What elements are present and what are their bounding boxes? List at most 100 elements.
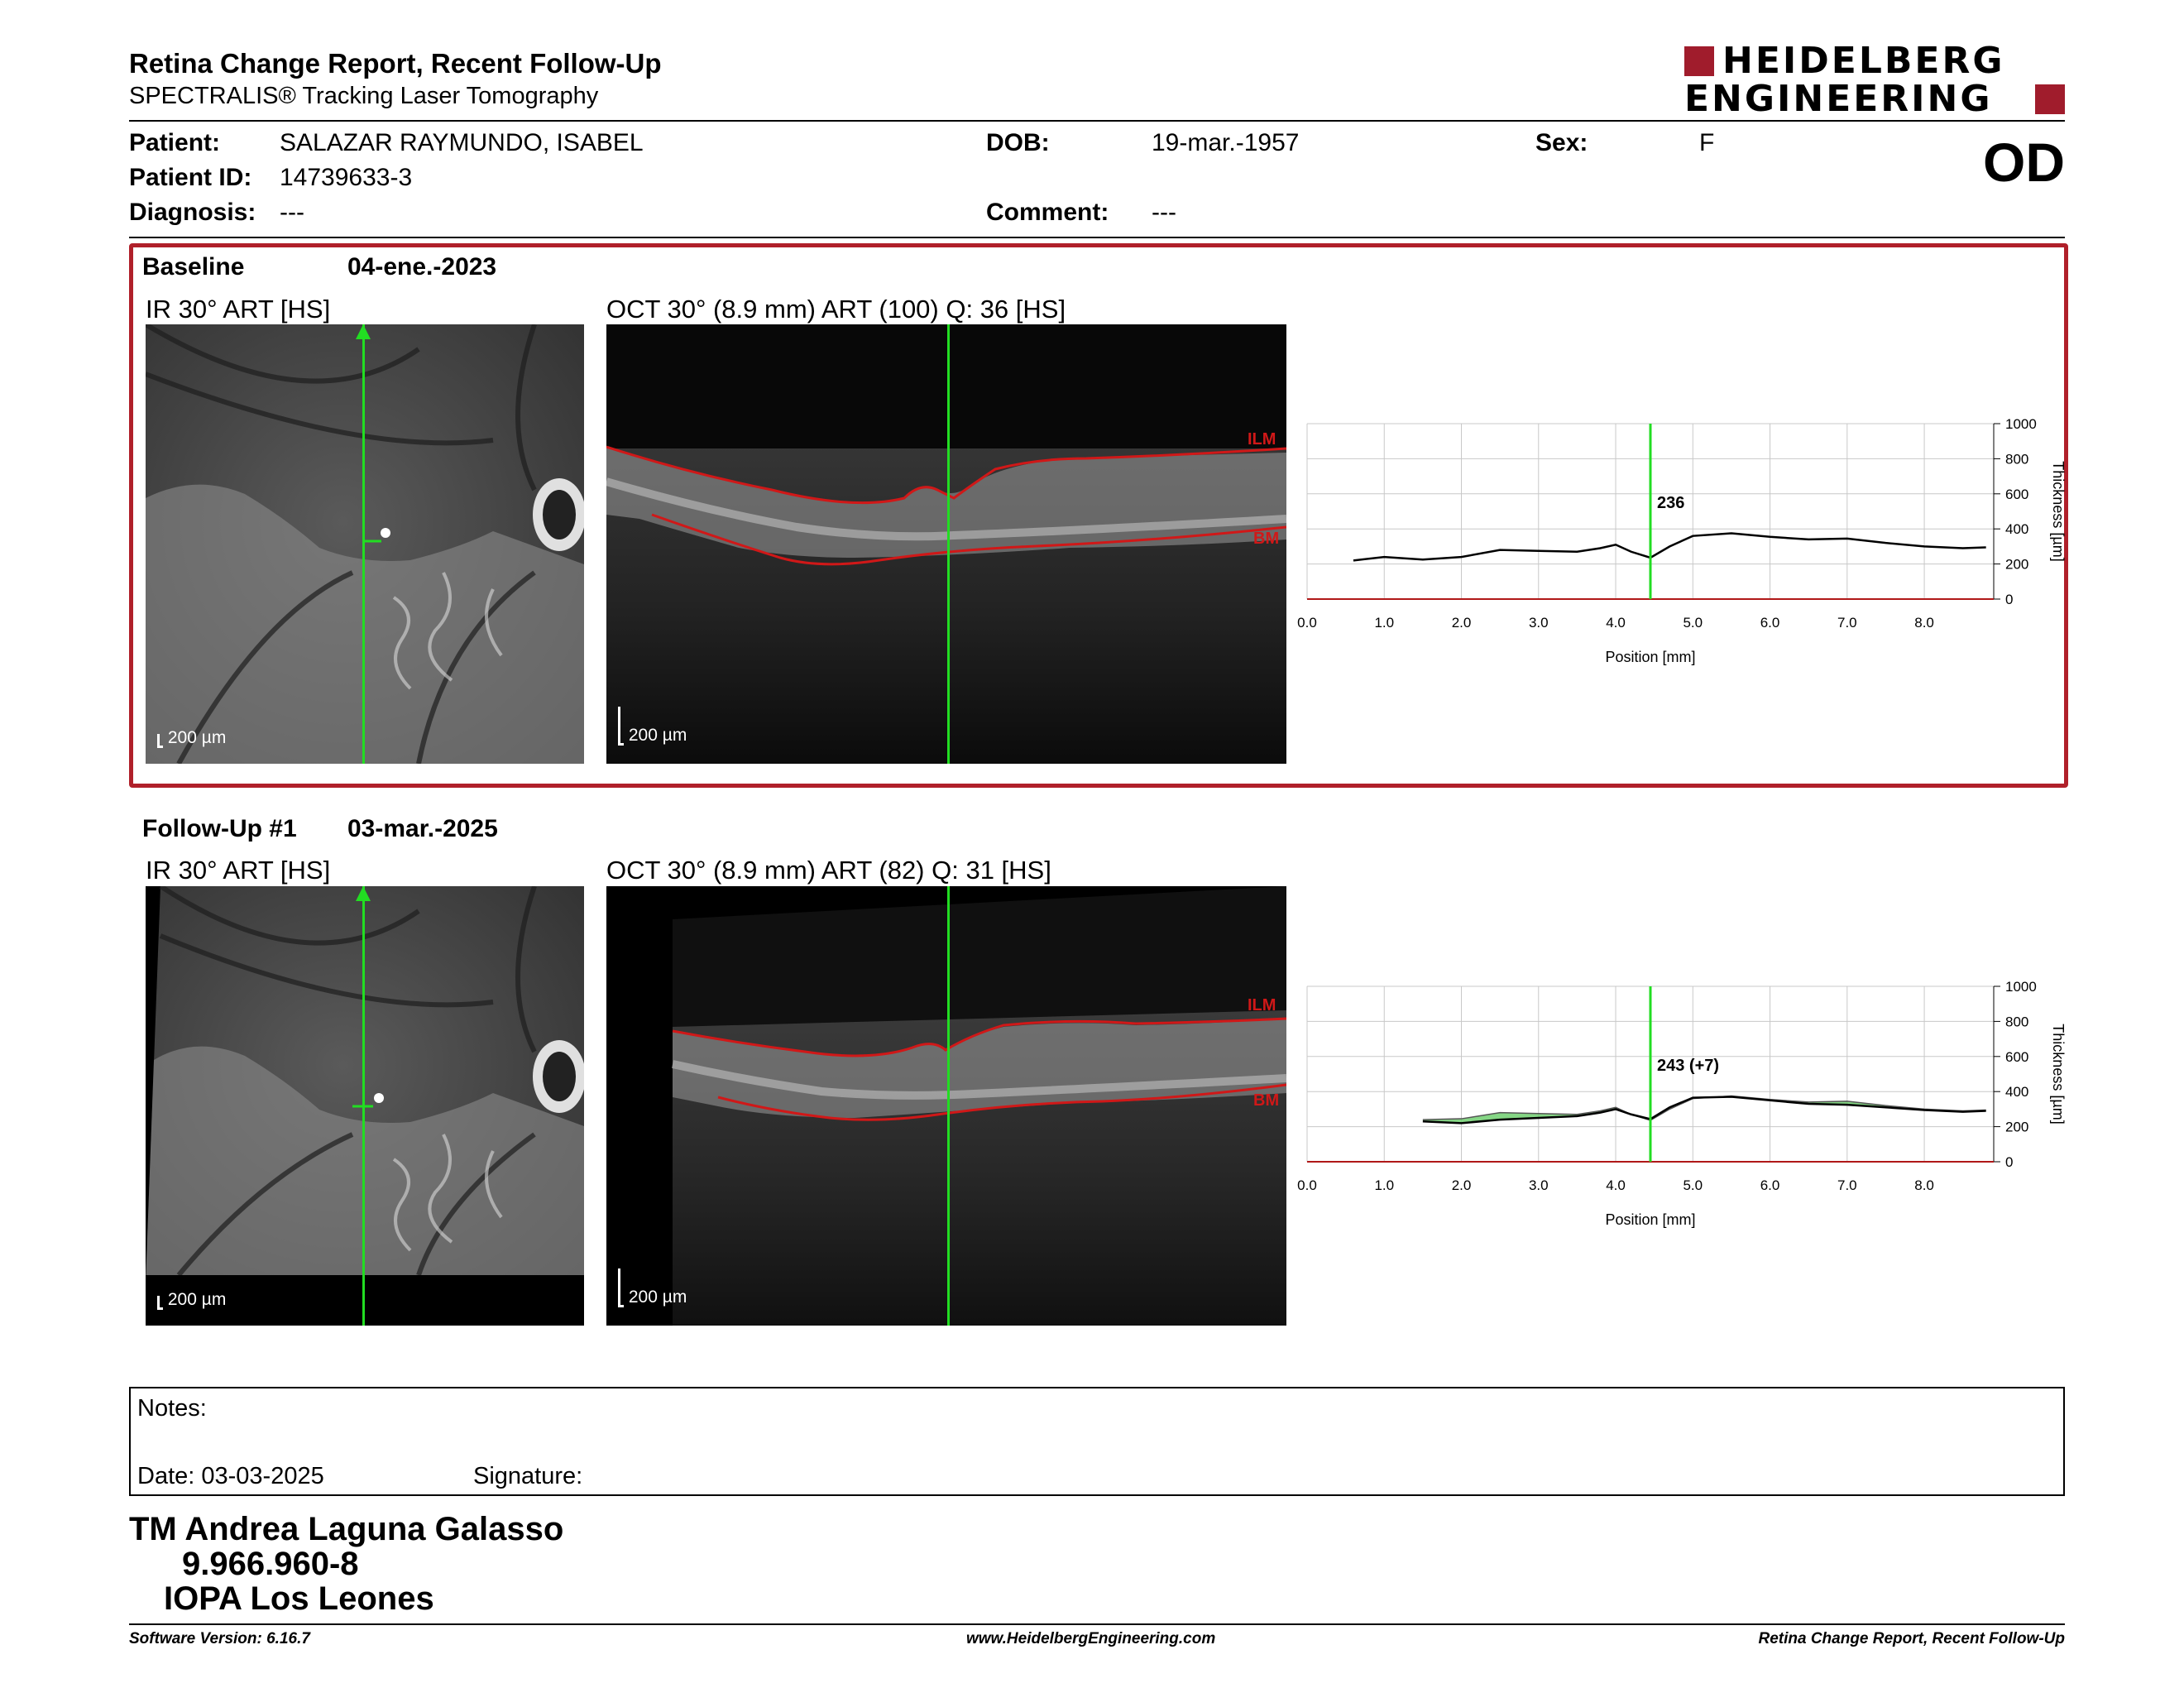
x-tick-label: 4.0 — [1606, 1177, 1626, 1193]
footer-website[interactable]: www.HeidelbergEngineering.com — [966, 1630, 1216, 1647]
x-tick-label: 7.0 — [1837, 615, 1857, 631]
arrow-up-icon — [356, 886, 371, 901]
report-subtitle: SPECTRALIS® Tracking Laser Tomography — [129, 83, 599, 109]
baseline-ir-image[interactable]: 200 µm — [146, 324, 584, 764]
operator-name: TM Andrea Laguna Galasso — [129, 1511, 564, 1547]
footer-report: Retina Change Report, Recent Follow-Up — [1758, 1630, 2065, 1647]
y-tick-label: 0 — [2005, 592, 2013, 607]
baseline-oct-marker-line[interactable] — [947, 324, 950, 764]
x-tick-label: 2.0 — [1452, 615, 1472, 631]
baseline-ir-scalebar: 200 µm — [157, 728, 226, 748]
thickness-series-line — [1353, 532, 1986, 562]
x-axis-label: Position [mm] — [1605, 649, 1695, 665]
followup-oct-scalebar: 200 µm — [618, 1268, 687, 1307]
followup-oct-title: OCT 30° (8.9 mm) ART (82) Q: 31 [HS] — [606, 856, 1051, 885]
followup-ir-image[interactable]: 200 µm — [146, 886, 584, 1326]
y-tick-label: 1000 — [2005, 416, 2037, 432]
header-divider — [129, 120, 2065, 122]
y-tick-label: 200 — [2005, 557, 2028, 573]
baseline-oct-scalebar: 200 µm — [618, 707, 687, 746]
x-tick-label: 4.0 — [1606, 615, 1626, 631]
x-tick-label: 5.0 — [1683, 1177, 1703, 1193]
x-tick-label: 8.0 — [1914, 615, 1934, 631]
report-title: Retina Change Report, Recent Follow-Up — [129, 48, 662, 79]
sex-label: Sex: — [1535, 129, 1588, 156]
dob-value: 19-mar.-1957 — [1152, 129, 1300, 156]
y-tick-label: 200 — [2005, 1120, 2028, 1135]
notes-signature: Signature: — [473, 1463, 583, 1489]
baseline-ir-scale-text: 200 µm — [167, 728, 227, 747]
followup-ir-scalebar: 200 µm — [157, 1290, 226, 1310]
followup-oct-graphic: ILM BM — [606, 886, 1286, 1326]
marker-value-label: 243 (+7) — [1657, 1057, 1719, 1075]
x-tick-label: 1.0 — [1374, 615, 1394, 631]
y-tick-label: 400 — [2005, 1084, 2028, 1100]
followup-ir-title: IR 30° ART [HS] — [146, 856, 331, 885]
followup-oct-image[interactable]: ILM BM 200 µm — [606, 886, 1286, 1326]
baseline-oct-image[interactable]: ILM BM 200 µm — [606, 324, 1286, 764]
baseline-fundus-graphic — [146, 324, 584, 764]
patient-id: 14739633-3 — [280, 164, 413, 191]
footer-divider — [129, 1623, 2065, 1625]
followup-ir-scale-text: 200 µm — [167, 1290, 227, 1309]
y-axis-label: Thickness [µm] — [2050, 461, 2067, 561]
marker-value-label: 236 — [1657, 494, 1684, 512]
y-tick-label: 600 — [2005, 487, 2028, 502]
x-axis-label: Position [mm] — [1605, 1211, 1695, 1228]
x-tick-label: 7.0 — [1837, 1177, 1857, 1193]
logo-line1: HEIDELBERG — [1722, 40, 2005, 82]
y-tick-label: 0 — [2005, 1154, 2013, 1170]
followup-ir-scan-line[interactable] — [362, 886, 365, 1326]
patient-name: SALAZAR RAYMUNDO, ISABEL — [280, 129, 644, 156]
baseline-bm-label: BM — [1253, 530, 1279, 548]
x-tick-label: 2.0 — [1452, 1177, 1472, 1193]
dob-label: DOB: — [986, 129, 1050, 156]
baseline-oct-title: OCT 30° (8.9 mm) ART (100) Q: 36 [HS] — [606, 295, 1066, 324]
followup-ilm-label: ILM — [1248, 996, 1276, 1014]
x-tick-label: 5.0 — [1683, 615, 1703, 631]
notes-label: Notes: — [137, 1395, 207, 1422]
x-tick-label: 0.0 — [1297, 615, 1317, 631]
logo-square-bottom — [2035, 84, 2065, 114]
logo-line2: ENGINEERING — [1684, 78, 1993, 120]
notes-box[interactable]: Notes: Date: 03-03-2025 Signature: — [129, 1387, 2065, 1496]
y-tick-label: 800 — [2005, 1014, 2028, 1029]
thickness-series-line — [1422, 1096, 1986, 1125]
eye-label: OD — [1983, 132, 2065, 193]
baseline-ilm-label: ILM — [1248, 430, 1276, 448]
patient-label: Patient: — [129, 129, 221, 156]
operator-rut: 9.966.960-8 — [182, 1546, 359, 1582]
followup-label: Follow-Up #1 — [142, 815, 297, 842]
x-tick-label: 3.0 — [1529, 615, 1549, 631]
x-tick-label: 3.0 — [1529, 1177, 1549, 1193]
baseline-thickness-chart[interactable]: 0 200 400 600 800 1000 0.0 1.0 2.0 3.0 4.0 5.0 6.0 7.… — [1291, 405, 2085, 679]
baseline-oct-graphic: ILM BM — [606, 324, 1286, 764]
heidelberg-logo: HEIDELBERG ENGINEERING — [1684, 40, 2067, 120]
followup-oct-scale-text: 200 µm — [628, 1288, 687, 1307]
x-tick-label: 6.0 — [1760, 615, 1780, 631]
followup-date: 03-mar.-2025 — [347, 815, 498, 842]
operator-institution: IOPA Los Leones — [164, 1580, 434, 1617]
comment-value: --- — [1152, 199, 1176, 226]
baseline-ir-scan-line[interactable] — [362, 324, 365, 764]
notes-date: Date: 03-03-2025 — [137, 1463, 324, 1489]
y-tick-label: 400 — [2005, 521, 2028, 537]
arrow-up-icon — [356, 324, 371, 339]
followup-thickness-chart[interactable]: 0 200 400 600 800 1000 0.0 1.0 2.0 3.0 4.0 5.0 6.0 7.… — [1291, 968, 2085, 1241]
logo-square-top — [1684, 46, 1714, 76]
x-tick-label: 8.0 — [1914, 1177, 1934, 1193]
baseline-date: 04-ene.-2023 — [347, 253, 497, 281]
followup-bm-label: BM — [1253, 1091, 1279, 1110]
thickness-series-line — [1422, 1095, 1986, 1121]
baseline-label: Baseline — [142, 253, 245, 281]
patient-id-label: Patient ID: — [129, 164, 252, 191]
baseline-frame — [129, 243, 2068, 788]
patient-divider — [129, 237, 2065, 238]
baseline-ir-title: IR 30° ART [HS] — [146, 295, 331, 324]
x-tick-label: 6.0 — [1760, 1177, 1780, 1193]
followup-oct-marker-line[interactable] — [947, 886, 950, 1326]
x-tick-label: 0.0 — [1297, 1177, 1317, 1193]
y-axis-label: Thickness [µm] — [2050, 1024, 2067, 1124]
comment-label: Comment: — [986, 199, 1109, 226]
y-tick-label: 800 — [2005, 451, 2028, 467]
